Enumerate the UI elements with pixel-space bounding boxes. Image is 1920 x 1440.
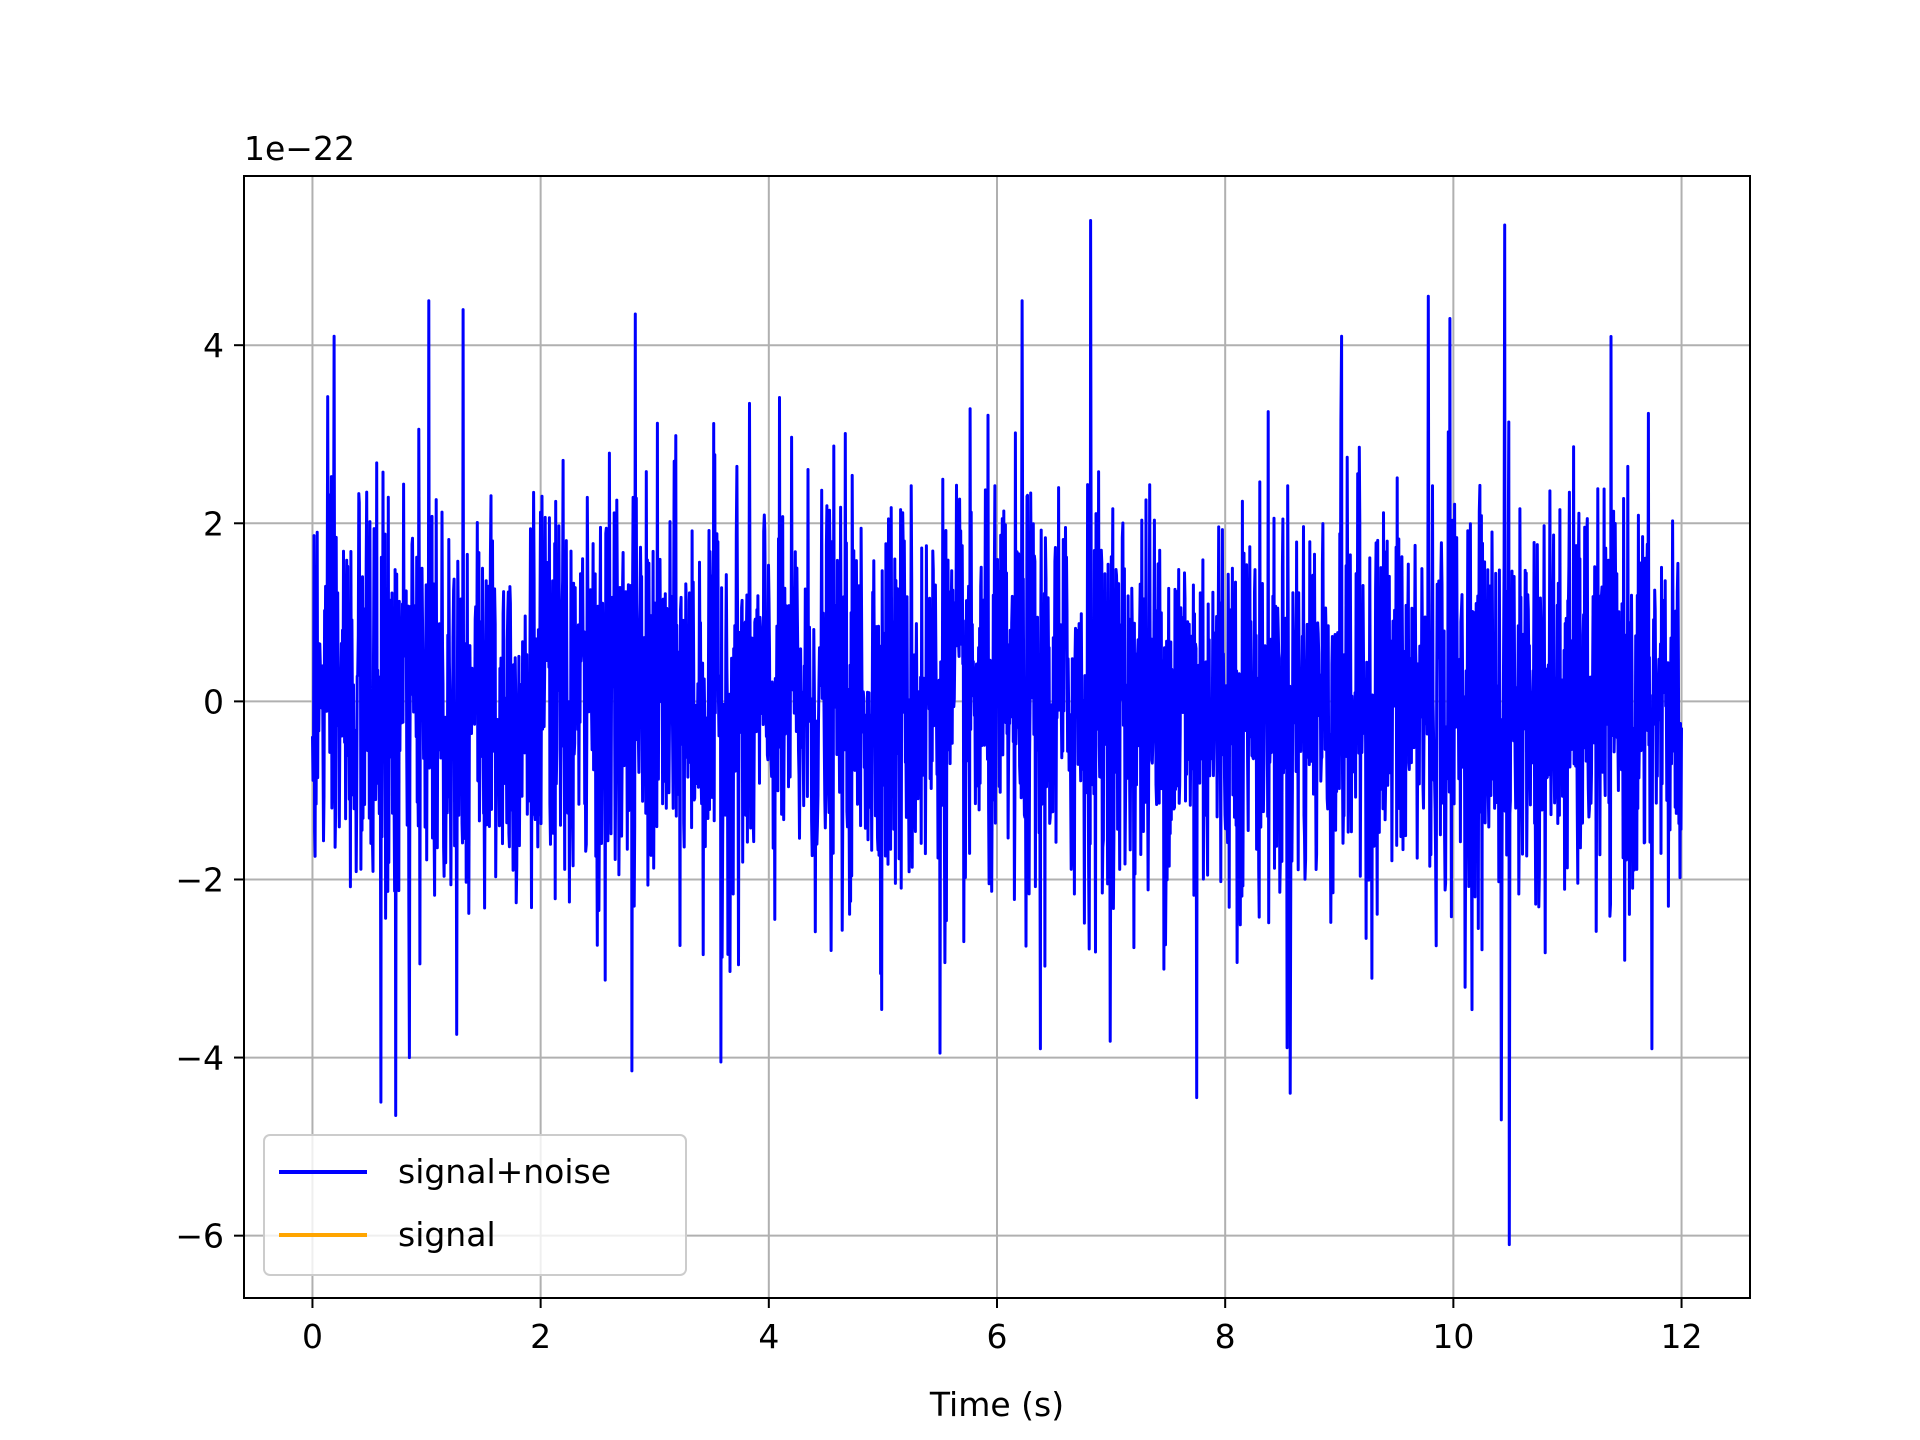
x-tick-label: 8 xyxy=(1215,1317,1236,1356)
x-tick-label: 2 xyxy=(530,1317,551,1356)
series-line-signal-noise xyxy=(311,219,1683,1247)
y-tick-label: 4 xyxy=(203,326,224,365)
x-axis-title: Time (s) xyxy=(929,1385,1064,1424)
x-tick-label: 0 xyxy=(302,1317,323,1356)
y-tick-label: −2 xyxy=(175,860,224,899)
legend: signal+noise signal xyxy=(263,1134,687,1276)
y-offset-label: 1e−22 xyxy=(244,129,355,168)
legend-label-signal: signal xyxy=(398,1215,496,1254)
x-tick-label: 10 xyxy=(1432,1317,1474,1356)
legend-box xyxy=(263,1134,687,1276)
legend-label-signal-noise: signal+noise xyxy=(398,1152,611,1191)
y-tick-label: −6 xyxy=(175,1217,224,1256)
y-tick-label: −4 xyxy=(175,1039,224,1078)
x-tick-label: 12 xyxy=(1661,1317,1703,1356)
x-axis: 0 2 4 6 8 10 12 xyxy=(302,1298,1703,1356)
y-tick-label: 0 xyxy=(203,682,224,721)
x-tick-label: 6 xyxy=(987,1317,1008,1356)
y-axis: −6 −4 −2 0 2 4 xyxy=(175,326,244,1256)
x-tick-label: 4 xyxy=(758,1317,779,1356)
y-tick-label: 2 xyxy=(203,504,224,543)
series-layer xyxy=(311,219,1683,1247)
